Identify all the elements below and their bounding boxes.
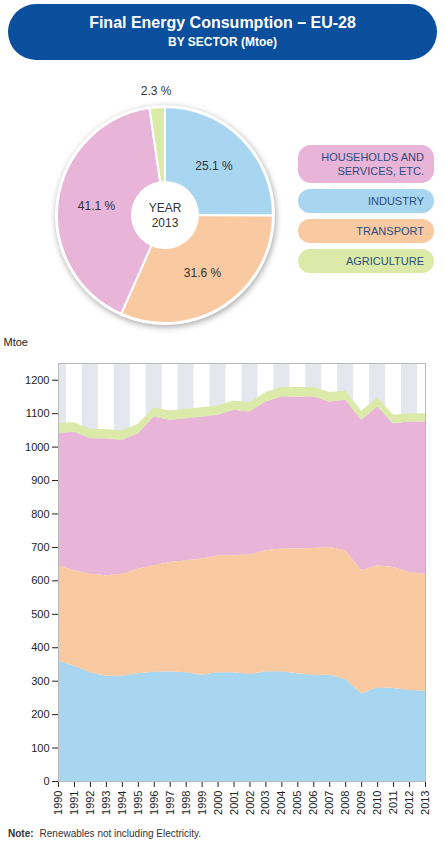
html-text:BY SECTOR (Mtoe): BY SECTOR (Mtoe) [168,35,277,49]
svg-text:Mtoe: Mtoe [4,336,28,348]
svg-text:1999: 1999 [196,791,208,815]
html-text:Note:: Note: [8,828,34,839]
svg-text:1996: 1996 [148,791,160,815]
svg-text:1998: 1998 [180,791,192,815]
svg-text:400: 400 [31,641,49,653]
svg-text:25.1 %: 25.1 % [195,159,233,173]
svg-text:500: 500 [31,608,49,620]
svg-text:2008: 2008 [339,791,351,815]
svg-text:900: 900 [31,474,49,486]
svg-text:700: 700 [31,541,49,553]
svg-text:1100: 1100 [26,407,50,419]
svg-text:2006: 2006 [307,791,319,815]
html-text:Final Energy Consumption – EU-: Final Energy Consumption – EU-28 [89,14,356,31]
svg-text:1994: 1994 [116,791,128,815]
svg-text:1997: 1997 [164,791,176,815]
svg-text:2002: 2002 [243,791,255,815]
svg-text:800: 800 [31,508,49,520]
svg-text:300: 300 [31,675,49,687]
svg-text:2011: 2011 [387,791,399,815]
svg-text:2.3 %: 2.3 % [141,84,172,98]
html-text:HOUSEHOLDS AND SERVICES, ETC.: HOUSEHOLDS AND SERVICES, ETC. [321,151,424,177]
svg-text:2003: 2003 [259,791,271,815]
html-text:INDUSTRY: INDUSTRY [368,195,424,207]
svg-text:1993: 1993 [100,791,112,815]
svg-text:1000: 1000 [25,441,49,453]
html-text:TRANSPORT: TRANSPORT [356,225,424,237]
svg-text:100: 100 [31,742,49,754]
svg-text:YEAR: YEAR [149,201,182,215]
svg-text:1200: 1200 [25,374,49,386]
svg-text:31.6 %: 31.6 % [184,266,222,280]
html-text:AGRICULTURE: AGRICULTURE [346,255,424,267]
svg-text:41.1 %: 41.1 % [78,199,116,213]
svg-text:200: 200 [31,708,49,720]
svg-text:2009: 2009 [355,791,367,815]
svg-text:1991: 1991 [68,791,80,815]
svg-text:600: 600 [31,574,49,586]
svg-text:2005: 2005 [291,791,303,815]
svg-text:2012: 2012 [403,791,415,815]
svg-text:2004: 2004 [275,791,287,815]
svg-text:1995: 1995 [132,791,144,815]
svg-text:1990: 1990 [52,791,64,815]
svg-text:2000: 2000 [212,791,224,815]
svg-text:2001: 2001 [228,791,240,815]
svg-text:1992: 1992 [84,791,96,815]
svg-text:2013: 2013 [152,216,179,230]
svg-text:0: 0 [43,775,49,787]
svg-text:2010: 2010 [371,791,383,815]
svg-text:2013: 2013 [419,791,431,815]
svg-text:2007: 2007 [323,791,335,815]
html-text:Renewables not including Elect: Renewables not including Electricity. [39,828,202,839]
